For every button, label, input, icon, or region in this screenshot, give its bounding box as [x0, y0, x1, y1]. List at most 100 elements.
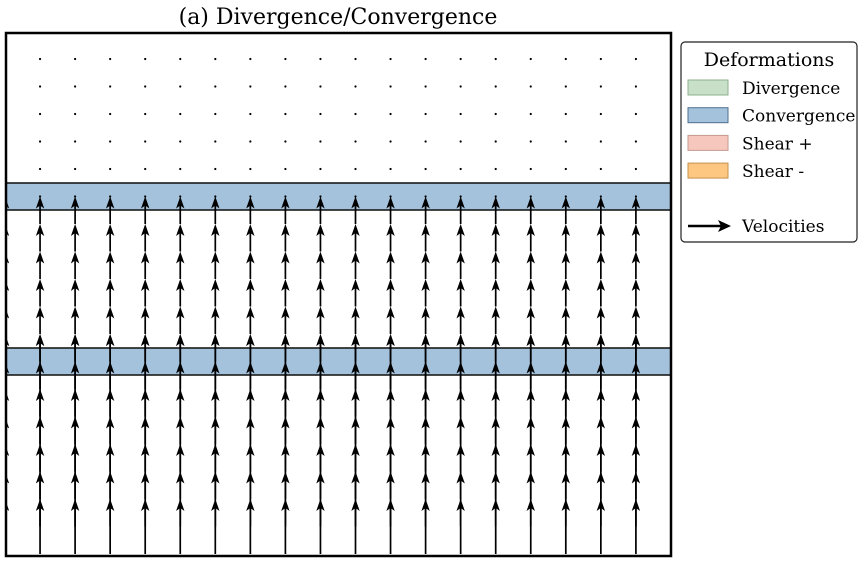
velocity-arrow: [351, 306, 360, 334]
velocity-arrow: [105, 224, 115, 252]
velocity-arrow: [281, 224, 290, 252]
velocity-point: [354, 167, 357, 171]
legend-item-label: Shear -: [742, 162, 804, 182]
velocity-point: [459, 140, 462, 143]
velocity-arrow: [386, 251, 395, 279]
velocity-arrow: [70, 196, 80, 224]
velocity-point: [109, 140, 112, 143]
velocity-arrow: [386, 196, 395, 224]
velocity-arrow: [70, 224, 80, 252]
deformation-bands: [6, 182, 671, 376]
velocity-point: [354, 112, 357, 116]
velocity-point: [179, 57, 182, 61]
velocity-arrow: [316, 251, 325, 279]
velocity-arrow: [596, 196, 606, 224]
velocity-arrow: [141, 196, 150, 224]
velocity-arrow: [421, 196, 430, 224]
velocity-arrow: [631, 499, 641, 554]
plot-frame: [4, 31, 673, 558]
velocity-point: [179, 140, 182, 143]
legend-swatch: [687, 162, 729, 179]
velocity-point: [424, 140, 427, 143]
velocity-arrow: [211, 251, 220, 279]
velocity-arrow: [456, 224, 465, 252]
velocity-point: [214, 140, 217, 143]
velocity-arrow: [105, 306, 115, 334]
velocity-arrow: [316, 499, 325, 554]
velocity-arrow: [421, 499, 430, 554]
velocity-point: [214, 112, 217, 116]
velocity-point: [389, 167, 392, 171]
velocity-point: [144, 140, 147, 143]
velocity-arrow: [105, 251, 115, 279]
velocity-point: [144, 57, 147, 61]
velocity-arrow: [561, 499, 570, 554]
velocity-arrow: [631, 279, 641, 307]
legend: Deformations Divergence Convergence Shear …: [680, 41, 858, 243]
velocity-arrow: [246, 251, 255, 279]
velocity-point: [74, 85, 77, 88]
velocity-arrow: [281, 279, 290, 307]
velocity-arrow: [281, 499, 290, 554]
velocity-arrow: [70, 499, 80, 554]
velocity-arrow: [456, 279, 465, 307]
legend-item-label: Convergence: [742, 107, 855, 127]
velocity-point: [529, 112, 532, 116]
velocity-arrow: [351, 499, 360, 554]
velocity-arrow: [316, 224, 325, 252]
velocity-arrow: [351, 279, 360, 307]
velocity-arrow: [281, 306, 290, 334]
velocity-point: [494, 167, 497, 171]
velocity-arrow: [456, 251, 465, 279]
velocity-arrow: [526, 251, 535, 279]
velocity-arrow: [176, 251, 185, 279]
legend-velocity-label: Velocities: [741, 217, 824, 237]
velocity-point: [109, 112, 112, 116]
velocity-point: [564, 195, 567, 198]
velocity-point: [284, 140, 287, 143]
velocity-arrow: [491, 306, 500, 334]
velocity-point: [599, 140, 602, 143]
velocity-arrow: [421, 251, 430, 279]
velocity-point: [38, 85, 42, 88]
velocity-arrow: [35, 224, 45, 252]
velocity-arrow: [70, 251, 80, 279]
velocity-arrow: [561, 224, 570, 252]
velocity-point: [284, 112, 287, 116]
velocity-arrow: [211, 306, 220, 334]
velocity-point: [249, 167, 252, 171]
legend-velocities: Velocities: [688, 217, 824, 237]
velocity-point: [599, 167, 602, 171]
velocity-point: [564, 85, 567, 88]
velocity-point: [529, 140, 532, 143]
velocity-point: [424, 167, 427, 171]
velocity-point: [564, 140, 567, 143]
velocity-point: [389, 57, 392, 61]
velocity-arrow: [526, 224, 535, 252]
velocity-arrow: [491, 196, 500, 224]
velocity-point: [38, 112, 42, 116]
velocity-point: [214, 57, 217, 61]
convergence-band: [6, 347, 671, 376]
legend-item-label: Divergence: [742, 79, 840, 99]
velocity-arrow: [631, 224, 641, 252]
velocity-point: [38, 140, 42, 143]
velocity-point: [38, 195, 42, 198]
velocity-point: [459, 85, 462, 88]
velocity-point: [354, 57, 357, 61]
velocity-arrow: [491, 499, 500, 554]
velocity-arrow: [491, 279, 500, 307]
velocity-point: [144, 167, 147, 171]
velocity-point: [494, 112, 497, 116]
velocity-arrow: [561, 279, 570, 307]
velocity-point: [179, 167, 182, 171]
velocity-point: [74, 112, 77, 116]
velocity-arrow: [246, 224, 255, 252]
legend-swatch: [687, 134, 729, 151]
velocity-arrow: [176, 196, 185, 224]
velocity-arrow: [35, 196, 45, 224]
velocity-point: [319, 140, 322, 143]
velocity-point: [284, 167, 287, 171]
velocity-point: [634, 85, 638, 88]
